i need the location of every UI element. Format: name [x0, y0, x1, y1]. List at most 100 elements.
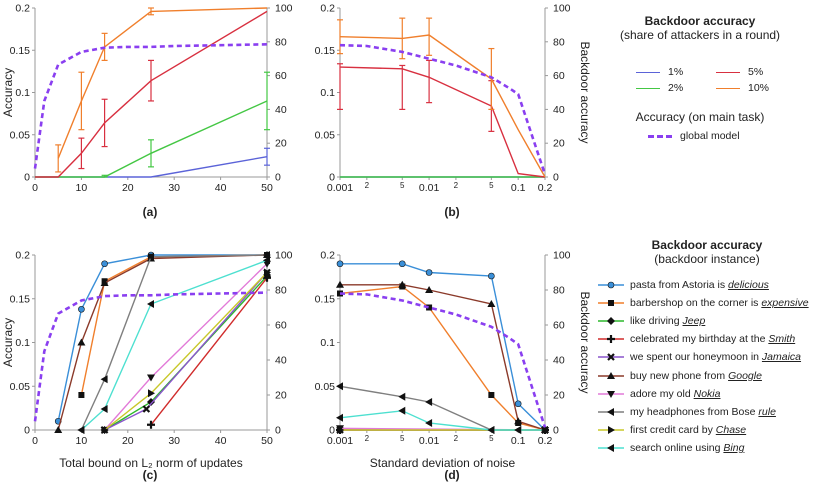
data-point-marker — [148, 389, 155, 398]
y-tick-label: 0.05 — [315, 129, 336, 141]
x-tick-label: 30 — [168, 182, 180, 194]
x-tick-label: 0.2 — [538, 435, 553, 447]
series-global-model — [339, 292, 547, 428]
series-line — [57, 254, 268, 431]
series-line — [33, 291, 268, 422]
data-point-marker — [608, 425, 615, 434]
data-point-marker — [607, 335, 615, 344]
y-right-tick-label: 80 — [553, 285, 565, 297]
series-global-model — [339, 43, 547, 175]
legend-label: barbershop on the corner is expensive — [630, 297, 809, 310]
x-tick-label: 20 — [122, 182, 134, 194]
legend-swatch — [636, 71, 660, 73]
legend-share-of-attackers: Backdoor accuracy (share of attackers in… — [580, 14, 820, 144]
series-line — [339, 43, 547, 175]
series-line — [80, 254, 268, 396]
y-tick-label: 0.15 — [10, 293, 31, 305]
legend-swatch — [598, 335, 624, 344]
series-line — [150, 277, 268, 426]
x-tick-label: 5 — [400, 434, 405, 443]
y-tick-label: 0.1 — [320, 87, 335, 99]
legend-item-rule: my headphones from Bose rule — [598, 403, 826, 421]
data-point-marker — [77, 338, 86, 346]
x-tick-label: 0.2 — [538, 182, 553, 194]
legend-label: like driving Jeep — [630, 315, 706, 328]
legend-swatch — [648, 134, 672, 138]
legend-item-jamaica: we spent our honeymoon in Jamaica — [598, 348, 826, 366]
series-line — [104, 272, 268, 431]
x-tick-label: 0.01 — [419, 435, 440, 447]
y-right-tick-label: 0 — [275, 172, 281, 184]
x-tick-label: 2 — [454, 181, 459, 190]
data-point-marker — [263, 273, 271, 282]
data-point-marker — [425, 286, 434, 293]
x-tick-label: 40 — [215, 435, 227, 447]
y-axis-label: Accuracy — [1, 68, 15, 117]
y-tick-label: 0 — [24, 172, 30, 184]
y-right-tick-label: 0 — [553, 172, 559, 184]
legend-item-nokia: adore my old Nokia — [598, 385, 826, 403]
data-point-marker — [514, 426, 522, 434]
y-tick-label: 0.1 — [15, 337, 30, 349]
data-point-marker — [147, 398, 155, 406]
data-point-marker — [336, 413, 343, 422]
data-point-marker — [147, 420, 155, 429]
y-tick-label: 0.15 — [10, 45, 31, 57]
y-right-tick-label: 40 — [553, 104, 565, 116]
data-point-marker — [336, 382, 343, 391]
x-tick-label: 0.1 — [511, 182, 526, 194]
y-tick-label: 0.2 — [15, 250, 30, 262]
series-line — [339, 66, 546, 178]
data-point-marker — [100, 375, 108, 384]
x-tick-label: 10 — [76, 435, 88, 447]
series-bing — [336, 406, 548, 434]
legend-item-10pct: 10% — [716, 80, 769, 96]
series-line — [80, 259, 268, 431]
legend-label: search online using Bing — [630, 441, 745, 454]
x-axis-label: Standard deviation of noise — [370, 456, 516, 470]
legend-label: 2% — [668, 82, 684, 94]
data-point-marker — [488, 272, 495, 280]
data-point-marker — [77, 426, 85, 434]
data-point-marker — [607, 443, 614, 452]
series-5- — [337, 59, 546, 178]
data-point-marker — [147, 300, 154, 308]
series-global-model — [33, 291, 268, 422]
y-right-tick-label: 100 — [275, 250, 293, 262]
legend-swatch — [598, 390, 624, 398]
data-point-marker — [101, 426, 109, 434]
series-line — [35, 100, 268, 178]
series-delicious — [336, 260, 549, 434]
legend-swatch — [598, 425, 624, 434]
legend-swatch — [598, 353, 624, 362]
series-line — [57, 254, 267, 422]
data-point-marker — [336, 280, 344, 288]
y-tick-label: 0.05 — [10, 129, 31, 141]
y-right-tick-label: 40 — [275, 104, 287, 116]
legend-label: we spent our honeymoon in Jamaica — [630, 351, 802, 364]
x-tick-label: 0 — [32, 435, 38, 447]
y-right-tick-label: 60 — [275, 70, 287, 82]
legend-label: first credit card by Chase — [630, 423, 747, 436]
x-tick-label: 2 — [454, 434, 459, 443]
y-right-tick-label: 40 — [553, 355, 565, 367]
legend-label: buy new phone from Google — [630, 369, 762, 382]
y-tick-label: 0.1 — [15, 87, 30, 99]
data-point-marker — [487, 300, 496, 307]
series-line — [339, 385, 545, 431]
x-tick-label: 0.001 — [327, 435, 353, 447]
y-tick-label: 0.15 — [315, 45, 336, 57]
y-axis-label: Accuracy — [1, 318, 15, 367]
x-tick-label: 5 — [400, 181, 405, 190]
legend-swatch — [598, 443, 624, 452]
y-right-tick-label: 100 — [553, 3, 571, 15]
data-point-marker — [398, 260, 406, 268]
panel-label: (c) — [143, 468, 158, 482]
series-line — [339, 292, 547, 428]
y-right-axis-label: Backdoor accuracy — [578, 41, 592, 143]
y-tick-label: 0.15 — [315, 293, 336, 305]
legend-item-google: buy new phone from Google — [598, 366, 826, 384]
x-tick-label: 0.1 — [511, 435, 526, 447]
legend-swatch — [598, 300, 624, 307]
